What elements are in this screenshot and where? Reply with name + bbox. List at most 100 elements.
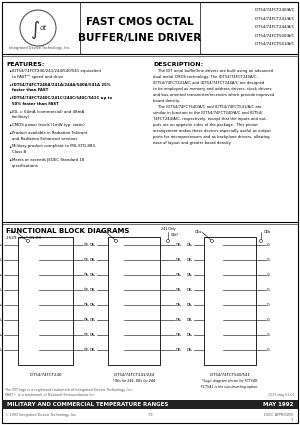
Text: © 1993 Integrated Device Technology, Inc.: © 1993 Integrated Device Technology, Inc…	[5, 413, 77, 417]
Text: IDT54/74FCT244/A/C: IDT54/74FCT244/A/C	[255, 25, 295, 29]
Text: dual metal CMOS technology. The IDT54/74FCT240A/C,: dual metal CMOS technology. The IDT54/74…	[153, 75, 258, 79]
Circle shape	[220, 334, 223, 337]
Text: 50% faster than FAST: 50% faster than FAST	[12, 102, 59, 105]
Polygon shape	[26, 329, 36, 340]
Text: IDT54/74FCT540/A/C: IDT54/74FCT540/A/C	[255, 34, 295, 37]
Text: IDT54/74FCT240A/241A/244A/540A/541A 25%: IDT54/74FCT240A/241A/244A/540A/541A 25%	[12, 82, 111, 87]
Text: ŌA₁: ŌA₁	[84, 273, 90, 277]
Text: DA₀: DA₀	[0, 243, 3, 247]
Polygon shape	[26, 314, 36, 326]
Text: OEb*: OEb*	[171, 233, 179, 237]
Polygon shape	[26, 240, 36, 250]
Text: 241 Only: 241 Only	[161, 227, 175, 231]
Text: O₇: O₇	[267, 348, 271, 352]
Text: DESCRIPTION:: DESCRIPTION:	[153, 62, 203, 67]
Circle shape	[220, 348, 223, 351]
Text: DB₁: DB₁	[0, 288, 3, 292]
Text: FUNCTIONAL BLOCK DIAGRAMS: FUNCTIONAL BLOCK DIAGRAMS	[6, 228, 129, 234]
Circle shape	[220, 303, 223, 306]
Circle shape	[36, 274, 39, 277]
Text: IDT54/74FCT241/A/C: IDT54/74FCT241/A/C	[255, 17, 295, 20]
Text: DB₂: DB₂	[176, 288, 182, 292]
Text: 7-9: 7-9	[147, 413, 153, 417]
Text: OEa: OEa	[99, 230, 106, 234]
Circle shape	[36, 258, 39, 261]
Text: DA₃: DA₃	[0, 333, 3, 337]
Text: MAY 1992: MAY 1992	[262, 402, 293, 407]
Text: OEa: OEa	[195, 230, 202, 234]
Text: Meets or exceeds JEDEC Standard 18: Meets or exceeds JEDEC Standard 18	[12, 158, 84, 162]
Text: to be employed as memory and address drivers, clock drivers: to be employed as memory and address dri…	[153, 87, 272, 91]
Text: •: •	[8, 82, 11, 88]
Text: IDT54/74FCT241/244: IDT54/74FCT241/244	[113, 373, 154, 377]
Text: *Logic diagram shown for FCT540.: *Logic diagram shown for FCT540.	[202, 379, 258, 383]
Polygon shape	[26, 284, 36, 295]
Text: FAST CMOS OCTAL: FAST CMOS OCTAL	[86, 17, 194, 27]
Text: DA₂: DA₂	[187, 303, 193, 307]
Text: and bus-oriented transmitter/receivers which provide improved: and bus-oriented transmitter/receivers w…	[153, 93, 274, 97]
Text: MILITARY AND COMMERCIAL TEMPERATURE RANGES: MILITARY AND COMMERCIAL TEMPERATURE RANG…	[7, 402, 168, 407]
Polygon shape	[114, 314, 124, 326]
Text: DB₁: DB₁	[90, 288, 96, 292]
Text: IDT54/74FCT541/A/C: IDT54/74FCT541/A/C	[255, 42, 295, 46]
Circle shape	[36, 289, 39, 292]
Text: •: •	[8, 96, 11, 101]
Text: IDT54/74FCT540/541: IDT54/74FCT540/541	[209, 373, 250, 377]
Polygon shape	[114, 269, 124, 280]
Text: Military product compliant to MIL-STD-883,: Military product compliant to MIL-STD-88…	[12, 144, 96, 148]
Text: puts are on opposite sides of the package.  This pinout: puts are on opposite sides of the packag…	[153, 123, 258, 127]
Text: IDT54/74FCT240/A/C: IDT54/74FCT240/A/C	[255, 8, 295, 12]
Text: IDT54/74FCT240: IDT54/74FCT240	[29, 373, 62, 377]
Text: OEb: OEb	[264, 230, 271, 234]
Text: •: •	[8, 144, 11, 150]
Text: ports for microprocessors and as backplane drivers, allowing: ports for microprocessors and as backpla…	[153, 135, 270, 139]
Text: DB₄: DB₄	[176, 348, 182, 352]
Text: ŌA₂: ŌA₂	[84, 303, 90, 307]
Text: dt: dt	[39, 25, 46, 31]
Text: DB₁: DB₁	[176, 258, 182, 262]
Polygon shape	[26, 300, 36, 311]
Text: •: •	[8, 131, 11, 136]
Text: (military): (military)	[12, 115, 30, 119]
Circle shape	[36, 348, 39, 351]
Text: DB₃: DB₃	[0, 348, 3, 352]
Text: 74FCT244/A/C, respectively, except that the inputs and out-: 74FCT244/A/C, respectively, except that …	[153, 117, 267, 121]
Polygon shape	[210, 314, 220, 326]
Circle shape	[36, 334, 39, 337]
Text: ŌB₃: ŌB₃	[84, 333, 90, 337]
Polygon shape	[210, 284, 220, 295]
Bar	[18, 237, 73, 365]
Text: DB₂: DB₂	[187, 318, 193, 322]
Text: The IDT54/74FCT540/A/C and IDT54/74FCT541/A/C are: The IDT54/74FCT540/A/C and IDT54/74FCT54…	[153, 105, 261, 109]
Text: ŌB₁: ŌB₁	[84, 258, 90, 262]
Polygon shape	[114, 329, 124, 340]
Circle shape	[220, 289, 223, 292]
Text: O₄: O₄	[267, 303, 271, 307]
Text: O₃: O₃	[267, 288, 271, 292]
Text: FAST™ is a trademark of National Semiconductor Inc.: FAST™ is a trademark of National Semicon…	[5, 393, 95, 397]
Circle shape	[36, 303, 39, 306]
Circle shape	[26, 240, 29, 243]
Text: faster than FAST: faster than FAST	[12, 88, 48, 92]
Text: DB₀: DB₀	[0, 258, 3, 262]
Polygon shape	[26, 269, 36, 280]
Text: IDT54/74FCT240/241/244/540/541 equivalent: IDT54/74FCT240/241/244/540/541 equivalen…	[12, 69, 101, 73]
Circle shape	[20, 10, 56, 46]
Text: DA₁: DA₁	[90, 273, 96, 277]
Circle shape	[220, 318, 223, 321]
Text: 2529 cmr* 01-03: 2529 cmr* 01-03	[6, 236, 41, 240]
Polygon shape	[114, 240, 124, 250]
Polygon shape	[26, 255, 36, 266]
Bar	[108, 237, 160, 365]
Text: ease of layout and greater board density.: ease of layout and greater board density…	[153, 141, 232, 145]
Text: FCT541 is the non-inverting option.: FCT541 is the non-inverting option.	[201, 385, 259, 389]
Text: specifications: specifications	[12, 164, 39, 167]
Text: board density.: board density.	[153, 99, 180, 103]
Circle shape	[260, 240, 262, 243]
Text: DA₂: DA₂	[90, 303, 96, 307]
Bar	[2, 400, 298, 409]
Text: Class B: Class B	[12, 150, 26, 154]
Text: DA₀: DA₀	[187, 243, 193, 247]
Text: Product available in Radiation Tolerant: Product available in Radiation Tolerant	[12, 131, 87, 135]
Polygon shape	[210, 240, 220, 250]
